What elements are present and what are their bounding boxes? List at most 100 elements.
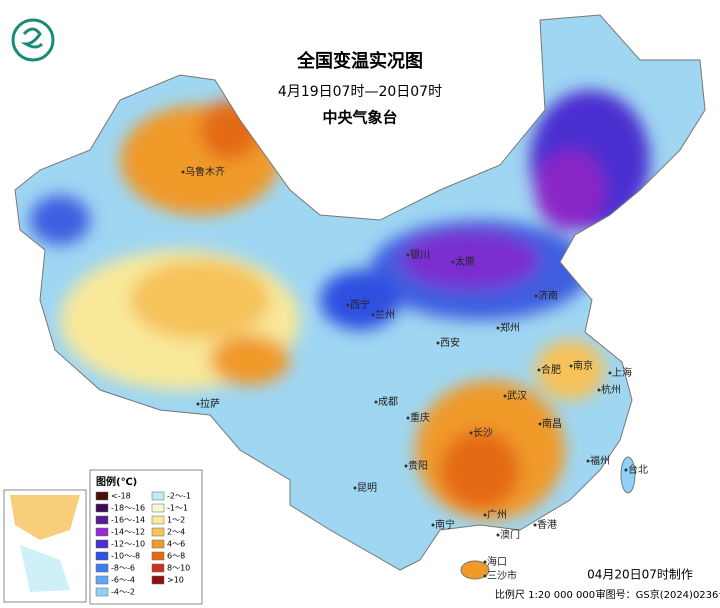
legend-label: -2～-1 [167, 492, 191, 501]
legend-swatch [95, 575, 109, 585]
legend-swatch [151, 539, 165, 549]
legend-swatch [95, 491, 109, 501]
legend: 图例(℃) <-18 -18～-16 -16～-14 -14～-12 -12～-10 -1… [89, 469, 203, 605]
city-dot [537, 368, 541, 372]
city-dot [533, 523, 537, 527]
city-dot [538, 422, 542, 426]
legend-label: 1～2 [167, 516, 185, 525]
legend-label: -10～-8 [111, 552, 140, 561]
city-label: 武汉 [507, 389, 527, 402]
city-dot [569, 364, 573, 368]
city-label: 福州 [590, 454, 610, 467]
city-dot [483, 574, 487, 578]
city-label: 拉萨 [200, 397, 220, 410]
logo [11, 18, 55, 62]
legend-label: -16～-14 [111, 516, 145, 525]
city-dot [608, 371, 612, 375]
legend-label: -4～-2 [111, 588, 135, 597]
legend-swatch [151, 515, 165, 525]
city-dot [597, 388, 601, 392]
legend-label: 8～10 [167, 564, 190, 573]
legend-swatch [151, 563, 165, 573]
legend-swatch [151, 527, 165, 537]
city-label: 昆明 [357, 482, 377, 494]
legend-label: -18～-16 [111, 504, 145, 513]
city-dot [406, 253, 410, 257]
city-label: 西安 [440, 336, 460, 349]
legend-swatch [151, 503, 165, 513]
legend-swatch [95, 539, 109, 549]
city-label: 杭州 [601, 383, 621, 396]
legend-swatch [95, 503, 109, 513]
city-dot [496, 326, 500, 330]
legend-swatch [95, 527, 109, 537]
city-dot [586, 459, 590, 463]
city-label: 南京 [573, 359, 593, 372]
city-label: 太原 [455, 255, 475, 268]
city-dot [404, 464, 408, 468]
approval: 审图号：GS京(2024)0236号 [596, 588, 720, 601]
city-label: 台北 [628, 463, 648, 476]
legend-swatch [151, 575, 165, 585]
legend-label: -8～-6 [111, 564, 135, 573]
legend-label: -14～-12 [111, 528, 145, 537]
legend-label: -6～-4 [111, 576, 135, 585]
city-dot [483, 513, 487, 517]
city-dot [181, 170, 185, 174]
city-label: 重庆 [410, 411, 430, 424]
city-label: 海口 [487, 555, 507, 568]
city-dot [196, 402, 200, 406]
city-label: 香港 [537, 519, 557, 531]
city-dot [353, 486, 357, 490]
city-label: 三沙市 [487, 569, 517, 582]
map-fill [14, 14, 706, 580]
legend-swatch [151, 551, 165, 561]
city-dot [534, 294, 538, 298]
issuer: 中央气象台 [322, 109, 397, 127]
scale: 比例尺 1:20 000 000 [495, 588, 595, 601]
city-dot [483, 560, 487, 564]
legend-swatch [151, 491, 165, 501]
legend-label: <-18 [111, 492, 131, 501]
legend-label: -12～-10 [111, 540, 145, 549]
city-dot [436, 341, 440, 345]
legend-label: >10 [167, 576, 184, 585]
city-dot [469, 431, 473, 435]
legend-title: 图例(℃) [96, 475, 137, 488]
city-dot [371, 313, 375, 317]
legend-swatch [95, 551, 109, 561]
city-label: 贵阳 [408, 459, 428, 472]
city-dot [624, 468, 628, 472]
city-label: 济南 [538, 289, 558, 302]
city-label: 西宁 [350, 298, 370, 311]
legend-swatch [95, 563, 109, 573]
made-time: 04月20日07时制作 [587, 568, 693, 582]
city-label: 广州 [487, 509, 507, 521]
inset-map [3, 489, 87, 603]
city-label: 合肥 [541, 363, 561, 376]
city-label: 兰州 [375, 308, 395, 321]
city-label: 南宁 [435, 518, 455, 531]
city-label: 上海 [612, 366, 632, 379]
subtitle: 4月19日07时—20日07时 [278, 84, 442, 100]
legend-label: 4～6 [167, 540, 185, 549]
city-dot [431, 523, 435, 527]
legend-swatch [95, 587, 109, 597]
city-label: 银川 [410, 248, 430, 261]
city-dot [374, 400, 378, 404]
city-label: 乌鲁木齐 [185, 165, 225, 178]
legend-label: -1～1 [167, 504, 188, 513]
city-label: 澳门 [500, 528, 520, 541]
city-label: 成都 [378, 396, 398, 408]
city-dot [503, 394, 507, 398]
city-dot [346, 303, 350, 307]
legend-swatch [95, 515, 109, 525]
city-label: 南昌 [542, 417, 562, 430]
city-dot [496, 533, 500, 537]
title: 全国变温实况图 [296, 50, 423, 72]
city-dot [451, 260, 455, 264]
legend-label: 6～8 [167, 552, 185, 561]
city-label: 郑州 [500, 321, 520, 334]
